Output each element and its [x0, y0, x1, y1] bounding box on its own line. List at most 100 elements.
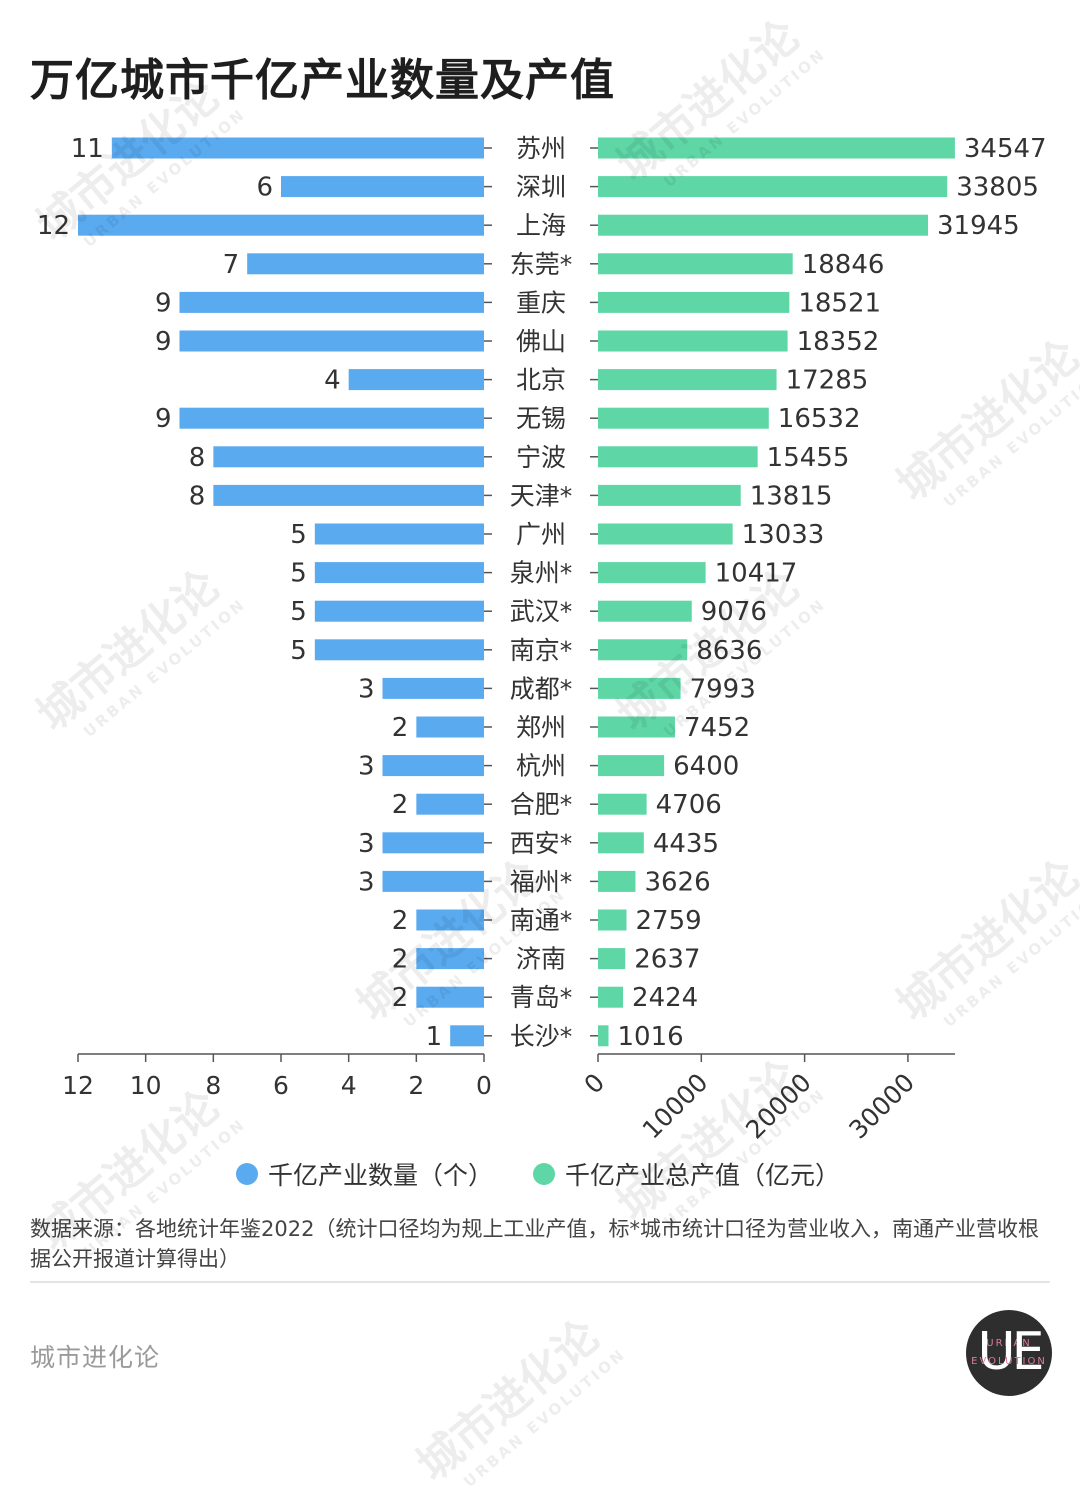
count-label: 4	[324, 366, 341, 396]
count-label: 1	[426, 1022, 443, 1052]
chart-title: 万亿城市千亿产业数量及产值	[30, 55, 615, 106]
value-bar	[598, 600, 692, 622]
count-label: 9	[155, 327, 172, 357]
value-label: 9076	[701, 597, 767, 627]
count-bar	[382, 677, 484, 699]
value-bar	[598, 330, 788, 352]
count-bar	[111, 137, 484, 159]
value-bar	[598, 1025, 609, 1047]
count-label: 2	[392, 906, 409, 936]
count-axis-tick-label: 2	[408, 1071, 424, 1100]
logo-letters: UE	[977, 1322, 1045, 1382]
brand-name: 城市进化论	[30, 1343, 161, 1372]
value-label: 2637	[634, 945, 700, 975]
value-label: 10417	[715, 559, 798, 589]
count-label: 8	[189, 443, 206, 473]
value-label: 6400	[673, 752, 739, 782]
value-label: 18352	[797, 327, 880, 357]
legend-label-count: 千亿产业数量（个）	[268, 1161, 494, 1190]
category-label: 西安*	[510, 829, 573, 858]
count-label: 6	[256, 173, 273, 203]
category-label: 天津*	[510, 481, 573, 510]
legend-dot-value	[533, 1163, 556, 1185]
count-label: 5	[290, 520, 307, 550]
category-label: 南通*	[510, 906, 573, 935]
legend-dot-count	[236, 1163, 258, 1185]
value-axis-tick-label: 20000	[740, 1068, 817, 1145]
count-label: 3	[358, 674, 375, 704]
count-bar	[416, 909, 484, 931]
count-label: 9	[155, 288, 172, 318]
value-label: 18846	[802, 250, 885, 280]
count-bar	[78, 214, 484, 236]
category-label: 无锡	[516, 404, 566, 433]
count-label: 7	[223, 250, 240, 280]
value-bar	[598, 716, 675, 738]
value-label: 2424	[632, 983, 698, 1013]
count-label: 2	[392, 790, 409, 820]
value-label: 7452	[684, 713, 750, 743]
count-label: 9	[155, 404, 172, 434]
value-label: 34547	[964, 134, 1047, 164]
value-label: 31945	[937, 211, 1020, 241]
value-bar	[598, 948, 626, 970]
count-bar	[179, 291, 484, 313]
count-label: 3	[358, 829, 375, 859]
count-axis-tick-label: 10	[130, 1071, 162, 1100]
category-label: 成都*	[510, 674, 573, 703]
value-axis-tick-label: 10000	[637, 1068, 714, 1145]
value-label: 2759	[636, 906, 702, 936]
value-label: 8636	[696, 636, 762, 666]
value-label: 7993	[690, 674, 756, 704]
category-label: 武汉*	[510, 597, 573, 626]
brand-logo: URBAN UE EVOLUTION	[966, 1310, 1052, 1396]
count-bar	[416, 948, 484, 970]
value-bar	[598, 677, 681, 699]
category-label: 广州	[516, 520, 566, 549]
category-label: 重庆	[516, 288, 566, 317]
count-bar	[314, 639, 484, 661]
category-label: 东莞*	[510, 250, 573, 279]
category-label: 长沙*	[510, 1022, 573, 1051]
value-bar	[598, 369, 777, 391]
value-label: 13033	[742, 520, 825, 550]
value-bar	[598, 523, 733, 545]
count-bar	[382, 870, 484, 892]
value-bar	[598, 909, 627, 931]
count-bar	[382, 755, 484, 777]
value-bar	[598, 870, 636, 892]
category-label: 济南	[516, 945, 566, 974]
category-label: 北京	[516, 366, 566, 395]
value-label: 17285	[786, 366, 869, 396]
count-bar	[314, 523, 484, 545]
count-bar	[416, 986, 484, 1008]
value-bar	[598, 137, 955, 159]
count-axis-tick-label: 12	[62, 1071, 94, 1100]
count-bar	[450, 1025, 484, 1047]
value-label: 1016	[617, 1022, 683, 1052]
count-bar	[348, 369, 484, 391]
value-bar	[598, 291, 790, 313]
count-bar	[281, 176, 484, 198]
value-bar	[598, 793, 647, 815]
watermark: 城市进化论 URBAN EVOLUTION	[407, 1310, 630, 1492]
count-bar	[213, 446, 485, 468]
value-label: 3626	[644, 867, 710, 897]
category-label: 苏州	[516, 134, 566, 163]
value-bar	[598, 986, 624, 1008]
value-bar	[598, 176, 948, 198]
count-label: 2	[392, 945, 409, 975]
count-label: 2	[392, 983, 409, 1013]
count-bar	[179, 330, 484, 352]
value-label: 33805	[956, 173, 1039, 203]
category-label: 杭州	[516, 752, 566, 781]
count-axis-tick-label: 6	[273, 1071, 289, 1100]
category-label: 青岛*	[510, 983, 573, 1012]
legend-item-value: 千亿产业总产值（亿元）	[533, 1156, 840, 1192]
value-bar	[598, 446, 758, 468]
count-label: 2	[392, 713, 409, 743]
count-label: 5	[290, 597, 307, 627]
value-label: 4706	[656, 790, 722, 820]
value-bar	[598, 253, 793, 275]
